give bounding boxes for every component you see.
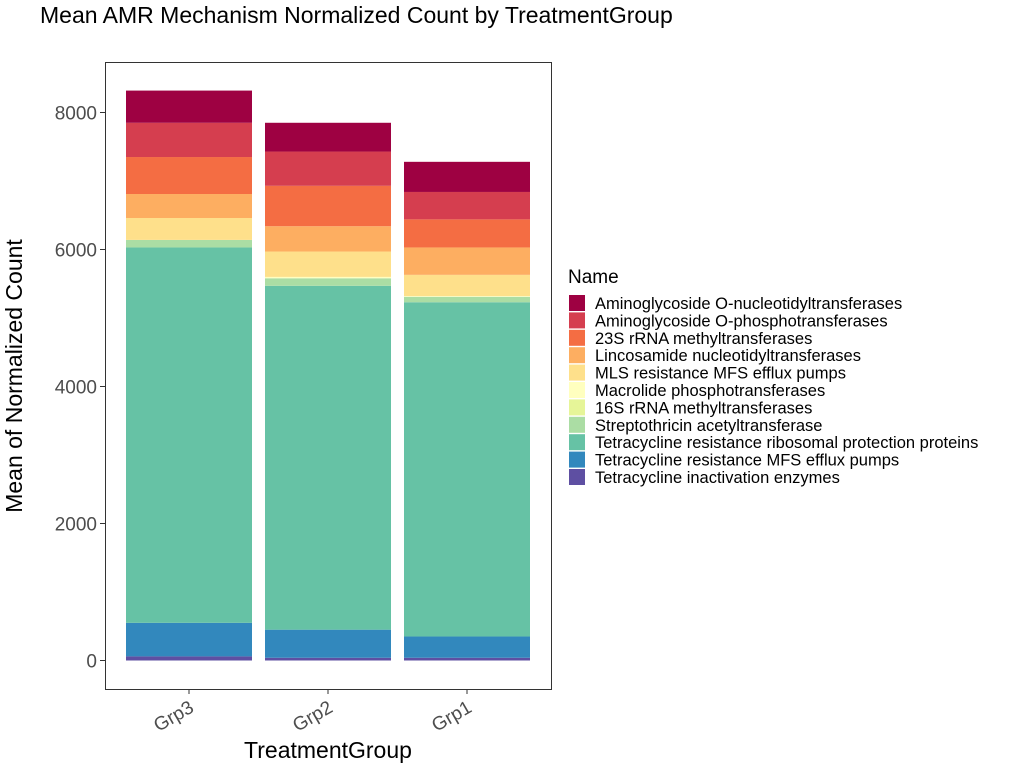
legend-title: Name	[568, 267, 619, 288]
bar-segment-grp3-tetracycline-inactivation-enzymes	[126, 656, 252, 661]
legend-label: Macrolide phosphotransferases	[595, 382, 825, 400]
legend-item: Tetracycline resistance ribosomal protec…	[569, 434, 978, 452]
legend: Name Aminoglycoside O-nucleotidyltransfe…	[568, 267, 978, 487]
legend-swatch	[569, 312, 585, 329]
bar-segment-grp2-aminoglycoside-o-phosphotransferases	[265, 151, 391, 186]
legend-item: Lincosamide nucleotidyltransferases	[569, 347, 861, 365]
legend-item: Aminoglycoside O-phosphotransferases	[569, 312, 888, 330]
legend-item: Aminoglycoside O-nucleotidyltransferases	[569, 295, 902, 313]
bar-segment-grp1-mls-resistance-mfs-efflux-pumps	[404, 274, 530, 297]
bar-segment-grp2-macrolide-phosphotransferases	[265, 276, 391, 279]
legend-item: Streptothricin acetyltransferase	[569, 416, 822, 435]
bar-group-grp3	[126, 90, 252, 661]
legend-item: MLS resistance MFS efflux pumps	[569, 364, 846, 383]
legend-swatch	[569, 364, 585, 381]
bar-segment-grp2-tetracycline-inactivation-enzymes	[265, 657, 391, 661]
legend-label: MLS resistance MFS efflux pumps	[595, 365, 846, 383]
bar-segment-grp2-streptothricin-acetyltransferase	[265, 278, 391, 286]
y-tick-label: 4000	[55, 378, 97, 399]
legend-swatch	[569, 451, 585, 468]
legend-label: Aminoglycoside O-nucleotidyltransferases	[595, 295, 902, 313]
bar-segment-grp3-aminoglycoside-o-nucleotidyltransferases	[126, 90, 252, 123]
legend-item: Macrolide phosphotransferases	[569, 382, 825, 400]
legend-label: Lincosamide nucleotidyltransferases	[595, 347, 861, 365]
legend-swatch	[569, 434, 585, 451]
bar-segment-grp2-mls-resistance-mfs-efflux-pumps	[265, 251, 391, 277]
bar-segment-grp2-tetracycline-resistance-ribosomal-protection-proteins	[265, 285, 391, 630]
bar-segment-grp1-lincosamide-nucleotidyltransferases	[404, 247, 530, 275]
y-tick-label: 2000	[55, 515, 97, 536]
x-tick-label: Grp3	[150, 697, 197, 736]
bar-segment-grp3-mls-resistance-mfs-efflux-pumps	[126, 217, 252, 240]
bar-segment-grp3-tetracycline-resistance-mfs-efflux-pumps	[126, 622, 252, 657]
bar-segment-grp1-macrolide-phosphotransferases	[404, 296, 530, 297]
legend-item: 16S rRNA methyltransferases	[569, 399, 812, 417]
chart-title: Mean AMR Mechanism Normalized Count by T…	[40, 2, 673, 28]
bar-segment-grp3-lincosamide-nucleotidyltransferases	[126, 194, 252, 218]
bar-segment-grp1-tetracycline-resistance-mfs-efflux-pumps	[404, 636, 530, 658]
bar-segment-grp2-tetracycline-resistance-mfs-efflux-pumps	[265, 629, 391, 658]
x-tick-label: Grp1	[428, 697, 475, 736]
x-axis: Grp3 Grp2 Grp1	[150, 689, 476, 736]
legend-swatch	[569, 416, 585, 433]
legend-label: 23S rRNA methyltransferases	[595, 330, 812, 348]
y-tick-label: 8000	[55, 104, 97, 125]
y-tick-label: 6000	[55, 241, 97, 262]
legend-item: 23S rRNA methyltransferases	[569, 329, 812, 348]
bar-segment-grp3-streptothricin-acetyltransferase	[126, 239, 252, 248]
y-axis: 0 2000 4000 6000 8000	[55, 104, 105, 673]
legend-item: Tetracycline resistance MFS efflux pumps	[569, 451, 899, 470]
legend-item: Tetracycline inactivation enzymes	[569, 469, 840, 487]
x-tick-label: Grp2	[289, 697, 336, 736]
legend-swatch	[569, 399, 585, 416]
plot-area	[126, 90, 530, 661]
bar-segment-grp2-lincosamide-nucleotidyltransferases	[265, 226, 391, 252]
bar-segment-grp2-23s-rrna-methyltransferases	[265, 185, 391, 227]
legend-swatch	[569, 329, 585, 346]
legend-label: Tetracycline resistance ribosomal protec…	[595, 434, 978, 452]
y-tick-label: 0	[86, 652, 97, 673]
legend-swatch	[569, 295, 585, 311]
legend-swatch	[569, 469, 585, 485]
bar-segment-grp1-streptothricin-acetyltransferase	[404, 296, 530, 303]
bar-segment-grp1-tetracycline-resistance-ribosomal-protection-proteins	[404, 302, 530, 637]
bar-segment-grp2-aminoglycoside-o-nucleotidyltransferases	[265, 122, 391, 152]
bar-segment-grp1-tetracycline-inactivation-enzymes	[404, 657, 530, 661]
legend-label: 16S rRNA methyltransferases	[595, 399, 812, 417]
bar-segment-grp1-23s-rrna-methyltransferases	[404, 219, 530, 248]
legend-label: Aminoglycoside O-phosphotransferases	[595, 312, 888, 330]
legend-label: Tetracycline inactivation enzymes	[595, 469, 840, 487]
bar-segment-grp3-aminoglycoside-o-phosphotransferases	[126, 122, 252, 158]
bar-segment-grp1-aminoglycoside-o-phosphotransferases	[404, 191, 530, 220]
bar-segment-grp3-23s-rrna-methyltransferases	[126, 157, 252, 195]
legend-swatch	[569, 382, 585, 398]
bar-group-grp2	[265, 122, 391, 661]
legend-label: Streptothricin acetyltransferase	[595, 417, 822, 435]
bar-group-grp1	[404, 161, 530, 661]
legend-label: Tetracycline resistance MFS efflux pumps	[595, 452, 899, 470]
x-axis-label: TreatmentGroup	[244, 737, 412, 763]
bar-segment-grp1-aminoglycoside-o-nucleotidyltransferases	[404, 161, 530, 192]
y-axis-label: Mean of Normalized Count	[1, 239, 27, 513]
bar-segment-grp3-tetracycline-resistance-ribosomal-protection-proteins	[126, 247, 252, 623]
legend-swatch	[569, 347, 585, 364]
